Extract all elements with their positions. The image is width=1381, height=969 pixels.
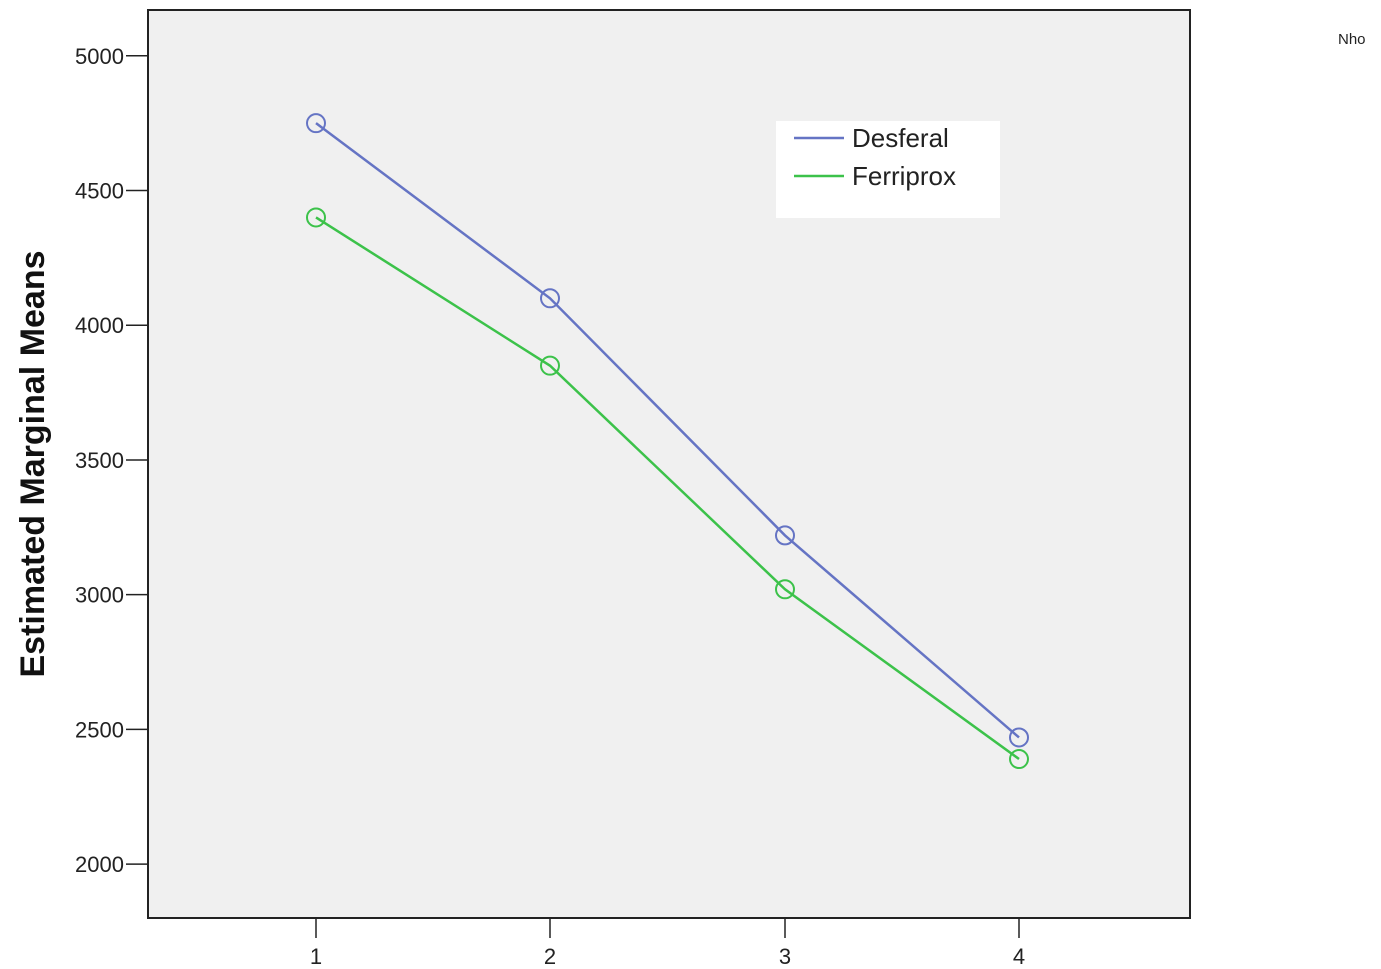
series-line-ferriprox [315,216,1020,761]
data-point-desferal [775,525,795,546]
x-tick-label: 1 [310,944,322,969]
series-layer [306,113,1029,770]
y-tick-label: 3000 [75,583,124,608]
x-tick-label: 3 [779,944,791,969]
y-tick-label: 4000 [75,313,124,338]
y-tick-label: 5000 [75,44,124,69]
data-point-ferriprox [1009,749,1029,770]
data-point-desferal [306,113,326,134]
series-line-desferal [315,122,1020,739]
y-tick-label: 2000 [75,852,124,877]
data-point-ferriprox [775,579,795,600]
legend: Desferal Ferriprox [776,121,1000,218]
data-point-desferal [540,288,560,309]
x-tick-label: 4 [1013,944,1025,969]
legend-label-desferal: Desferal [852,123,949,153]
data-point-desferal [1009,727,1029,748]
y-tick-label: 2500 [75,717,124,742]
y-axis: 2000 2500 3000 3500 4000 4500 5000 [75,44,148,877]
x-tick-label: 2 [544,944,556,969]
y-tick-label: 3500 [75,448,124,473]
data-point-ferriprox [306,207,326,228]
y-tick-label: 4500 [75,179,124,204]
x-axis: 1 2 3 4 [310,918,1025,969]
plot-area [147,9,1191,919]
edge-label: Nho [1338,31,1366,48]
legend-label-ferriprox: Ferriprox [852,161,956,191]
data-point-ferriprox [540,355,560,376]
y-axis-title: Estimated Marginal Means [14,250,52,677]
